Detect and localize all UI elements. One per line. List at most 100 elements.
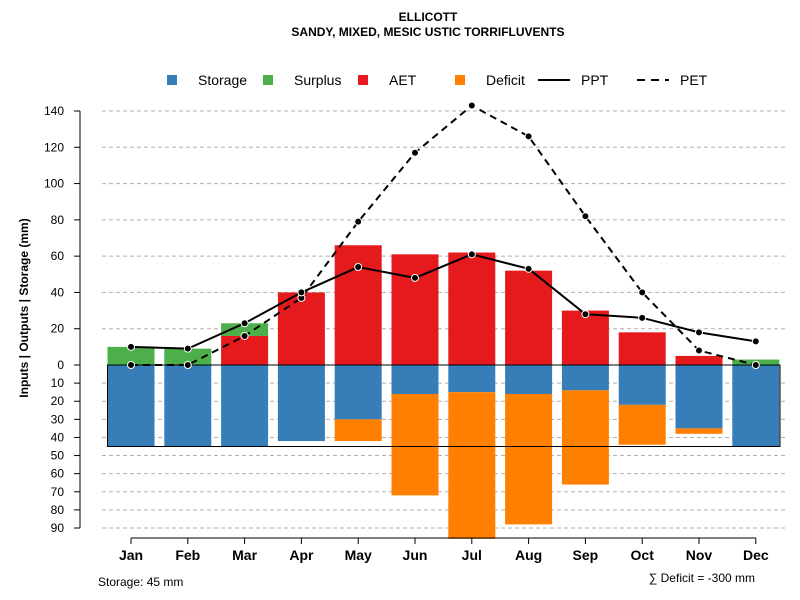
storage-note: Storage: 45 mm — [98, 575, 183, 589]
pet-point — [354, 217, 363, 226]
storage-bar — [618, 365, 666, 405]
y-tick-label: 60 — [51, 467, 65, 481]
y-tick-label: 80 — [51, 213, 65, 227]
ppt-point — [411, 273, 419, 282]
aet-bar — [561, 310, 609, 365]
deficit-bar — [618, 404, 666, 445]
y-tick-label: 20 — [51, 394, 65, 408]
ppt-line — [130, 253, 756, 350]
ppt-point — [354, 263, 363, 272]
pet-point — [467, 101, 476, 110]
storage-frame — [107, 364, 781, 447]
aet-legend-label: AET — [389, 72, 417, 88]
aet-bar — [618, 332, 666, 365]
y-tick-label: 140 — [44, 104, 64, 118]
ppt-point — [581, 310, 590, 319]
ppt-point — [297, 288, 306, 297]
x-tick-label: Mar — [232, 547, 257, 563]
aet-legend-swatch — [358, 75, 368, 85]
y-tick-label: 60 — [51, 249, 65, 263]
ppt-point — [240, 319, 249, 328]
deficit-legend-swatch — [455, 75, 465, 85]
deficit-bar — [505, 393, 553, 525]
bars — [107, 245, 780, 539]
pet-point — [240, 331, 249, 340]
y-tick-label: 10 — [51, 376, 65, 390]
ppt-point — [751, 337, 760, 346]
storage-bar — [675, 365, 723, 429]
y-tick-label: 50 — [51, 449, 65, 463]
storage-bar — [221, 365, 269, 447]
y-tick-label: 120 — [44, 140, 64, 154]
x-tick-label: Nov — [686, 547, 713, 563]
deficit-bar — [675, 428, 723, 434]
x-tick-label: Apr — [289, 547, 314, 563]
x-tick-label: Jan — [119, 547, 143, 563]
surplus-legend-swatch — [263, 75, 273, 85]
deficit-bar — [391, 393, 439, 496]
ppt-point — [127, 342, 135, 351]
x-tick-label: Feb — [175, 547, 200, 563]
y-axis: 0 20 40 60 80 100 120 140 10 20 30 40 50 60 70 80 90 — [44, 104, 81, 535]
pet-point — [751, 361, 760, 369]
x-tick-label: Sep — [573, 547, 599, 563]
ppt-point — [183, 344, 192, 353]
storage-bar — [334, 365, 382, 420]
y-tick-label: 70 — [51, 485, 65, 499]
pet-point — [127, 361, 135, 369]
ppt-point — [467, 250, 476, 259]
y-tick-label: 0 — [57, 358, 64, 372]
storage-bar — [505, 365, 553, 394]
deficit-legend-label: Deficit — [486, 72, 525, 88]
ppt-point — [524, 264, 533, 273]
y-tick-label: 90 — [51, 521, 65, 535]
pet-legend-label: PET — [680, 72, 708, 88]
aet-bar — [221, 335, 269, 365]
y-tick-label: 40 — [51, 285, 65, 299]
aet-bar — [277, 292, 325, 365]
aet-bar — [448, 252, 496, 365]
storage-bar — [107, 365, 155, 447]
pet-point — [411, 148, 419, 157]
ppt-point — [638, 313, 647, 322]
aet-bar — [505, 270, 553, 365]
storage-bar — [391, 365, 439, 394]
deficit-note: ∑ Deficit = -300 mm — [649, 571, 755, 585]
surplus-legend-label: Surplus — [294, 72, 341, 88]
ppt-legend-label: PPT — [581, 72, 609, 88]
deficit-bar — [561, 390, 609, 485]
pet-point — [183, 361, 192, 369]
deficit-bar — [334, 419, 382, 442]
pet-point — [581, 212, 590, 221]
aet-bar — [675, 355, 723, 365]
x-tick-label: Oct — [631, 547, 655, 563]
x-tick-label: Jul — [462, 547, 482, 563]
x-tick-label: Aug — [515, 547, 542, 563]
surplus-bar — [164, 348, 212, 365]
x-tick-label: Jun — [403, 547, 428, 563]
legend: Storage Surplus AET Deficit PPT PET — [167, 72, 708, 88]
storage-legend-label: Storage — [198, 72, 247, 88]
pet-point — [695, 346, 703, 355]
storage-bar — [448, 365, 496, 393]
y-tick-label: 40 — [51, 430, 65, 444]
y-axis-label: Inputs | Outputs | Storage (mm) — [17, 218, 31, 397]
surplus-bar — [221, 323, 269, 336]
x-tick-label: May — [345, 547, 372, 563]
pet-point — [638, 288, 647, 297]
y-tick-label: 100 — [44, 177, 64, 191]
storage-bar — [277, 365, 325, 442]
pet-point — [524, 132, 533, 141]
surplus-bar — [107, 346, 155, 365]
deficit-bar — [448, 392, 496, 539]
y-tick-label: 80 — [51, 503, 65, 517]
storage-bar — [732, 365, 780, 447]
chart-subtitle: SANDY, MIXED, MESIC USTIC TORRIFLUVENTS — [291, 25, 564, 39]
pet-line — [131, 104, 757, 366]
ppt-point — [695, 328, 703, 337]
x-axis: Jan Feb Mar Apr May Jun Jul Aug Sep Oct Nov Dec — [119, 537, 769, 563]
x-tick-label: Dec — [743, 547, 769, 563]
storage-bar — [561, 365, 609, 391]
grid-lines — [102, 110, 785, 529]
